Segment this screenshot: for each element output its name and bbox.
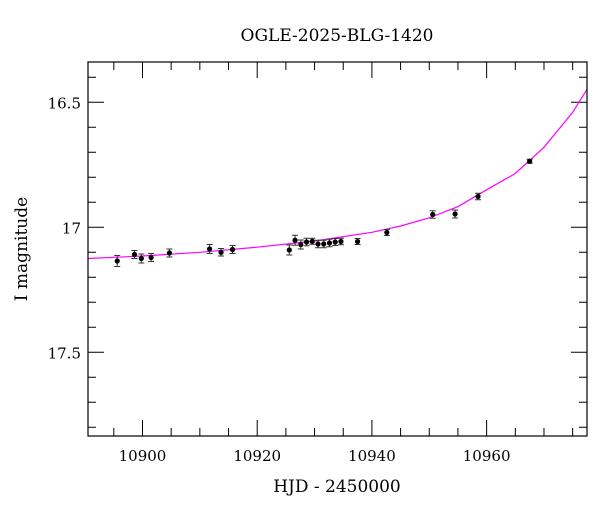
y-axis-label: I magnitude — [12, 197, 32, 301]
point-marker — [430, 211, 436, 218]
point-marker — [321, 241, 327, 247]
point-marker — [452, 211, 458, 217]
point-marker — [309, 238, 315, 244]
data-point — [206, 244, 213, 254]
x-axis-label: HJD - 2450000 — [273, 477, 401, 497]
data-point — [326, 238, 333, 248]
data-point — [303, 237, 310, 247]
data-point — [452, 209, 459, 219]
data-point — [148, 253, 155, 262]
point-marker — [114, 258, 120, 264]
point-marker — [166, 250, 173, 256]
plot-frame — [87, 61, 588, 437]
point-marker — [384, 229, 390, 236]
point-marker — [354, 238, 361, 245]
x-tick-label: 10900 — [119, 447, 167, 465]
point-marker — [218, 249, 224, 255]
data-point — [218, 248, 225, 257]
point-marker — [332, 239, 338, 245]
point-marker — [292, 237, 298, 243]
point-marker — [148, 254, 154, 261]
data-point — [337, 237, 344, 246]
data-point — [526, 158, 533, 164]
data-point — [297, 239, 304, 250]
point-marker — [138, 255, 144, 262]
plot-area — [87, 88, 588, 267]
point-marker — [315, 241, 321, 247]
point-marker — [206, 246, 213, 252]
x-tick-label: 10940 — [348, 447, 396, 465]
data-point — [166, 248, 173, 258]
y-tick-label: 17.5 — [48, 344, 81, 362]
point-marker — [229, 246, 236, 253]
axis-ticks: 10900 10920 10940 10960 16.5 17 17.5 — [48, 62, 587, 465]
point-marker — [475, 193, 481, 200]
data-point — [332, 238, 339, 246]
point-marker — [286, 247, 292, 253]
data-point — [320, 239, 327, 249]
point-marker — [131, 251, 138, 258]
chart-title: OGLE-2025-BLG-1420 — [241, 26, 434, 46]
data-point — [383, 229, 390, 236]
data-point — [354, 238, 361, 245]
y-tick-label: 17 — [62, 219, 81, 237]
point-marker — [298, 241, 304, 248]
data-point — [309, 237, 316, 245]
point-marker — [338, 238, 344, 245]
data-point — [114, 255, 121, 267]
point-marker — [326, 240, 333, 246]
data-point — [286, 244, 293, 256]
data-point — [229, 245, 236, 254]
y-tick-label: 16.5 — [48, 94, 81, 112]
x-tick-label: 10960 — [463, 447, 511, 465]
x-tick-label: 10920 — [233, 447, 281, 465]
model-curve — [87, 88, 588, 260]
data-point — [138, 253, 145, 264]
data-point — [429, 210, 436, 219]
data-point — [314, 239, 321, 249]
point-marker — [527, 158, 533, 164]
point-marker — [303, 239, 310, 245]
data-point — [475, 192, 482, 201]
data-point — [131, 250, 138, 259]
data-point — [292, 234, 299, 246]
